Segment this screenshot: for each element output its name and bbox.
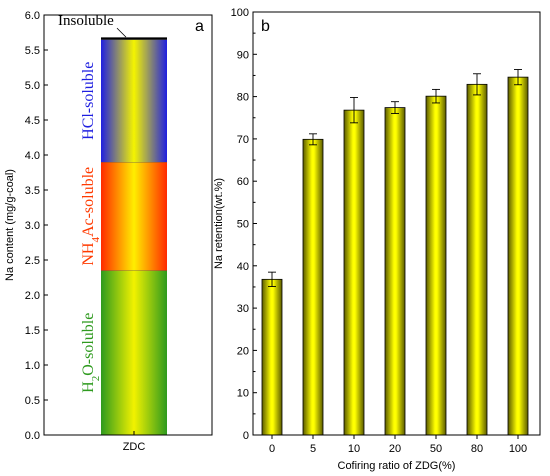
panel-b-label: b <box>261 18 270 35</box>
panel-b-bars <box>261 76 529 436</box>
panel-b-x-tick-label: 0 <box>269 443 275 455</box>
panel-a-y-tick-label: 4.5 <box>25 115 40 127</box>
panel-a-y-tick-label: 1.0 <box>25 360 40 372</box>
bar <box>261 278 283 436</box>
bar <box>425 95 447 436</box>
hcl-soluble-label: HCl-soluble <box>80 62 97 140</box>
nh4ac-soluble-segment <box>101 162 167 271</box>
panel-a: H2O-soluble NH4Ac-soluble HCl-soluble Insol… <box>4 10 213 453</box>
panel-a-y-axis-label: Na content (mg/g-coal) <box>4 169 16 281</box>
panel-a-bars <box>101 37 167 435</box>
panel-b-x-tick-label: 100 <box>509 443 527 455</box>
panel-a-y-tick-label: 2.0 <box>25 290 40 302</box>
bar <box>343 109 365 436</box>
panel-b-y-tick-label: 20 <box>237 345 249 357</box>
panel-b-x-axis-label: Cofiring ratio of ZDG(%) <box>338 460 456 472</box>
panel-b-y-tick-label: 50 <box>237 219 249 231</box>
insoluble-leader-line <box>116 27 127 38</box>
panel-a-x-tick-label: ZDC <box>123 441 146 453</box>
panel-b-error-bars <box>268 69 522 287</box>
hcl-soluble-segment <box>101 39 167 162</box>
panel-b-y-axis-label: Na retention(wt.%) <box>213 178 225 269</box>
panel-b-y-tick-label: 40 <box>237 261 249 273</box>
panel-b-y-tick-label: 60 <box>237 176 249 188</box>
panel-b-x-tick-label: 80 <box>471 443 483 455</box>
panel-a-y-ticks: 0.0 0.5 1.0 1.5 2.0 2.5 3.0 3.5 4.0 4.5 5.0 5.5 6.0 <box>25 10 48 442</box>
panel-b-x-tick-label: 5 <box>310 443 316 455</box>
panel-a-y-tick-label: 2.5 <box>25 255 40 267</box>
panel-a-label: a <box>195 18 204 35</box>
panel-a-y-tick-label: 0.0 <box>25 430 40 442</box>
panel-a-segment-labels: H2O-soluble NH4Ac-soluble HCl-soluble Insol… <box>58 13 127 393</box>
panel-b-y-tick-label: 100 <box>231 7 249 19</box>
bar <box>302 138 324 436</box>
panel-b-y-tick-label: 10 <box>237 388 249 400</box>
h2o-soluble-label: H2O-soluble <box>80 313 102 393</box>
insoluble-label: Insoluble <box>58 13 114 29</box>
panel-b-x-tick-label: 50 <box>430 443 442 455</box>
nh4ac-soluble-label: NH4Ac-soluble <box>80 167 102 266</box>
bar <box>507 76 529 436</box>
panel-a-y-tick-label: 1.5 <box>25 325 40 337</box>
panel-a-y-tick-label: 5.5 <box>25 45 40 57</box>
panel-a-y-tick-label: 4.0 <box>25 150 40 162</box>
panel-b-y-tick-label: 0 <box>243 430 249 442</box>
panel-a-y-tick-label: 6.0 <box>25 10 40 22</box>
panel-b-y-tick-label: 80 <box>237 92 249 104</box>
panel-a-y-tick-label: 3.5 <box>25 185 40 197</box>
panel-a-y-tick-label: 0.5 <box>25 395 40 407</box>
panel-b: 0 10 20 30 40 50 60 70 80 90 100 0 5 10 20 50 80 100 Na … <box>213 7 541 472</box>
panel-b-y-tick-label: 30 <box>237 303 249 315</box>
panel-b-x-ticks: 0 5 10 20 50 80 100 <box>269 435 527 455</box>
bar <box>466 83 488 436</box>
bar <box>384 107 406 436</box>
panel-b-y-ticks: 0 10 20 30 40 50 60 70 80 90 100 <box>231 7 257 442</box>
panel-a-x-ticks: ZDC <box>123 431 146 453</box>
panel-b-y-tick-label: 70 <box>237 134 249 146</box>
panel-a-y-tick-label: 5.0 <box>25 80 40 92</box>
panel-a-y-tick-label: 3.0 <box>25 220 40 232</box>
panel-b-x-tick-label: 20 <box>389 443 401 455</box>
h2o-soluble-segment <box>101 270 167 435</box>
panel-b-x-tick-label: 10 <box>348 443 360 455</box>
panel-b-y-tick-label: 90 <box>237 49 249 61</box>
